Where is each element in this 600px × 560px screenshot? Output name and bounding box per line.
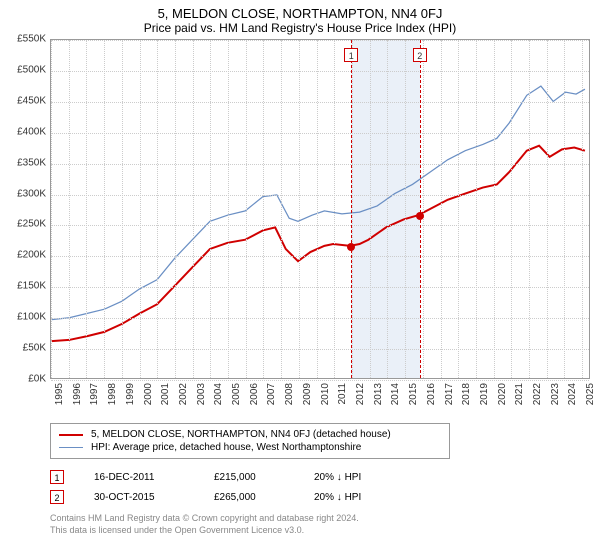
y-tick-label: £400K <box>0 126 46 137</box>
x-tick-label: 2021 <box>514 383 525 405</box>
x-tick-label: 1997 <box>89 383 100 405</box>
x-tick-label: 2012 <box>355 383 366 405</box>
plot-area: 12 <box>50 39 590 379</box>
x-tick-label: 1995 <box>54 383 65 405</box>
series-line-price_paid <box>52 146 585 341</box>
x-tick-label: 2005 <box>231 383 242 405</box>
x-tick-label: 2018 <box>461 383 472 405</box>
y-tick-label: £550K <box>0 34 46 45</box>
x-tick-label: 1996 <box>72 383 83 405</box>
sale-date: 16-DEC-2011 <box>94 472 184 483</box>
sale-marker-badge: 2 <box>413 48 427 62</box>
x-tick-label: 2006 <box>249 383 260 405</box>
x-tick-label: 2011 <box>337 383 348 405</box>
y-tick-label: £450K <box>0 95 46 106</box>
footer-line: This data is licensed under the Open Gov… <box>50 525 600 537</box>
series-line-hpi <box>52 86 585 320</box>
legend: 5, MELDON CLOSE, NORTHAMPTON, NN4 0FJ (d… <box>50 423 450 459</box>
x-tick-label: 2002 <box>178 383 189 405</box>
sale-date: 30-OCT-2015 <box>94 492 184 503</box>
y-tick-label: £150K <box>0 281 46 292</box>
legend-label: HPI: Average price, detached house, West… <box>91 442 361 453</box>
legend-item: 5, MELDON CLOSE, NORTHAMPTON, NN4 0FJ (d… <box>59 428 441 441</box>
x-tick-label: 2014 <box>390 383 401 405</box>
chart-container: 5, MELDON CLOSE, NORTHAMPTON, NN4 0FJ Pr… <box>0 0 600 536</box>
series-marker <box>416 212 424 220</box>
x-tick-label: 2003 <box>196 383 207 405</box>
chart-subtitle: Price paid vs. HM Land Registry's House … <box>0 21 600 39</box>
x-tick-label: 2022 <box>532 383 543 405</box>
y-tick-label: £200K <box>0 250 46 261</box>
y-tick-label: £100K <box>0 312 46 323</box>
chart-title: 5, MELDON CLOSE, NORTHAMPTON, NN4 0FJ <box>0 0 600 21</box>
sale-badge: 2 <box>50 490 64 504</box>
sale-vline <box>351 40 352 378</box>
x-tick-label: 2000 <box>143 383 154 405</box>
sale-vline <box>420 40 421 378</box>
x-tick-label: 2001 <box>160 383 171 405</box>
x-tick-label: 2019 <box>479 383 490 405</box>
x-tick-label: 2025 <box>585 383 596 405</box>
x-tick-label: 1998 <box>107 383 118 405</box>
y-tick-label: £50K <box>0 343 46 354</box>
sale-price: £215,000 <box>214 472 284 483</box>
x-tick-label: 2015 <box>408 383 419 405</box>
y-tick-label: £500K <box>0 64 46 75</box>
legend-item: HPI: Average price, detached house, West… <box>59 441 441 454</box>
sales-table: 1 16-DEC-2011 £215,000 20% ↓ HPI 2 30-OC… <box>50 467 450 507</box>
sale-row: 1 16-DEC-2011 £215,000 20% ↓ HPI <box>50 467 450 487</box>
x-tick-label: 2024 <box>567 383 578 405</box>
legend-swatch <box>59 447 83 448</box>
x-axis-labels: 1995 1996 1997 1998 1999 2000 2001 2002 2003 2004… <box>50 379 590 417</box>
x-tick-label: 2004 <box>213 383 224 405</box>
sale-badge: 1 <box>50 470 64 484</box>
footer-attribution: Contains HM Land Registry data © Crown c… <box>50 513 600 536</box>
y-tick-label: £300K <box>0 188 46 199</box>
sale-marker-badge: 1 <box>344 48 358 62</box>
line-series <box>51 40 589 378</box>
x-tick-label: 2009 <box>302 383 313 405</box>
sale-pct: 20% ↓ HPI <box>314 492 361 503</box>
sale-price: £265,000 <box>214 492 284 503</box>
series-marker <box>347 243 355 251</box>
x-tick-label: 2020 <box>497 383 508 405</box>
x-tick-label: 2010 <box>320 383 331 405</box>
y-tick-label: £0K <box>0 374 46 385</box>
x-tick-label: 2016 <box>426 383 437 405</box>
sale-row: 2 30-OCT-2015 £265,000 20% ↓ HPI <box>50 487 450 507</box>
legend-swatch <box>59 434 83 436</box>
footer-line: Contains HM Land Registry data © Crown c… <box>50 513 600 525</box>
x-tick-label: 2017 <box>444 383 455 405</box>
x-tick-label: 2007 <box>266 383 277 405</box>
y-tick-label: £350K <box>0 157 46 168</box>
x-tick-label: 2023 <box>550 383 561 405</box>
sale-pct: 20% ↓ HPI <box>314 472 361 483</box>
x-tick-label: 1999 <box>125 383 136 405</box>
x-tick-label: 2013 <box>373 383 384 405</box>
x-tick-label: 2008 <box>284 383 295 405</box>
y-tick-label: £250K <box>0 219 46 230</box>
legend-label: 5, MELDON CLOSE, NORTHAMPTON, NN4 0FJ (d… <box>91 429 391 440</box>
